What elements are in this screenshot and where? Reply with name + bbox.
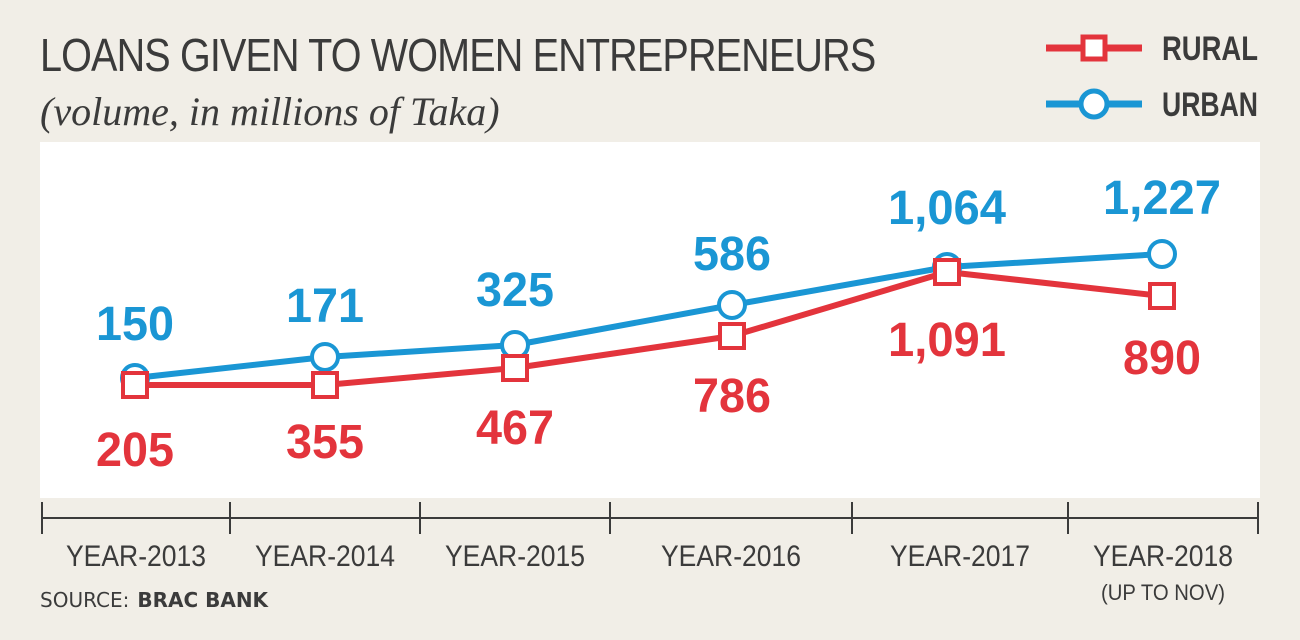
point-urban-1	[310, 342, 340, 372]
point-rural-0	[121, 371, 149, 399]
data-label-urban-2: 325	[476, 264, 554, 317]
legend-marker-rural	[1080, 34, 1108, 62]
point-urban-5	[1147, 239, 1177, 269]
tick-label-year-2017: YEAR-2017	[890, 540, 1030, 573]
tick-label-year-2013: YEAR-2013	[66, 540, 206, 573]
series-line-rural	[135, 269, 1163, 388]
point-urban-3	[717, 290, 747, 320]
legend-label-urban: URBAN	[1162, 86, 1258, 124]
tick-note-year-2018: (UP TO NOV)	[1101, 580, 1225, 605]
chart-subtitle: (volume, in millions of Taka)	[40, 89, 500, 134]
tick-label-year-2016: YEAR-2016	[661, 540, 801, 573]
legend-label-rural: RURAL	[1162, 30, 1258, 68]
data-labels: 205 355 467 786 1,091 890 150 171 325 586 1,064 1,2…	[96, 172, 1221, 477]
series-line-urban	[134, 251, 1163, 381]
data-label-urban-5: 1,227	[1103, 172, 1221, 225]
x-axis: YEAR-2013 YEAR-2014 YEAR-2015 YEAR-2016 YEAR…	[41, 502, 1259, 605]
point-rural-3	[718, 322, 746, 350]
data-label-urban-4: 1,064	[888, 182, 1006, 235]
source-name: BRAC BANK	[137, 588, 269, 612]
series-layer	[120, 239, 1177, 399]
data-label-rural-4: 1,091	[888, 314, 1006, 367]
legend-marker-urban	[1078, 88, 1110, 120]
data-label-urban-0: 150	[96, 298, 174, 351]
tick-label-year-2014: YEAR-2014	[255, 540, 395, 573]
source-label: SOURCE:	[40, 588, 130, 612]
data-label-urban-3: 586	[693, 228, 771, 281]
data-label-rural-1: 355	[286, 416, 364, 469]
data-label-urban-1: 171	[286, 280, 364, 333]
point-rural-5	[1148, 282, 1176, 310]
point-rural-2	[501, 354, 529, 382]
chart-title: LOANS GIVEN TO WOMEN ENTREPRENEURS	[40, 29, 876, 81]
legend: RURAL URBAN	[1046, 30, 1258, 124]
point-rural-4	[933, 258, 961, 286]
point-rural-1	[311, 371, 339, 399]
data-label-rural-2: 467	[476, 402, 554, 455]
data-label-rural-5: 890	[1123, 332, 1201, 385]
data-label-rural-3: 786	[693, 370, 771, 423]
data-label-rural-0: 205	[96, 424, 174, 477]
source-note: SOURCE: BRAC BANK	[40, 588, 268, 612]
tick-label-year-2018: YEAR-2018	[1093, 540, 1233, 573]
tick-label-year-2015: YEAR-2015	[445, 540, 585, 573]
